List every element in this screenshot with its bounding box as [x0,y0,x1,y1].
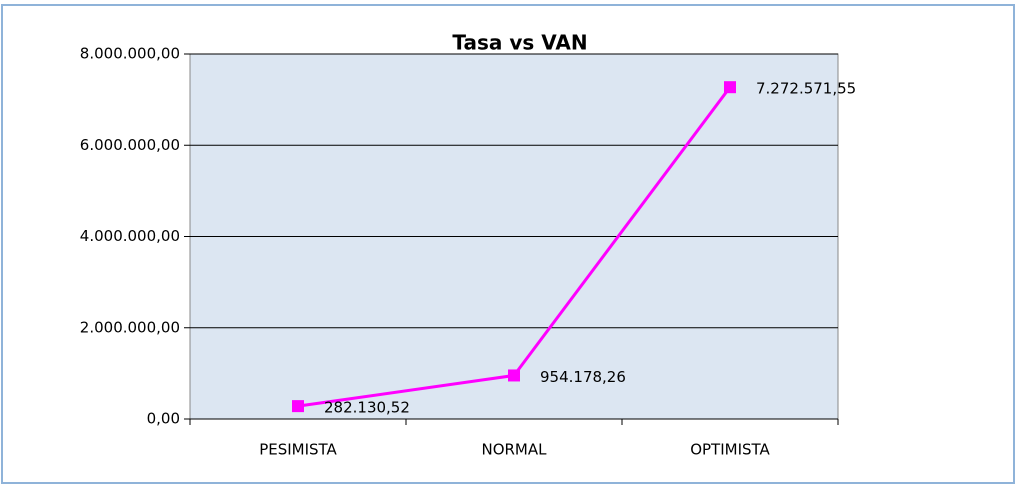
marker [508,369,520,382]
y-tick-label: 6.000.000,00 [80,136,180,154]
y-tick-label: 2.000.000,00 [80,318,180,336]
y-tick-label: 8.000.000,00 [80,45,180,63]
data-label: 282.130,52 [324,399,410,417]
chart-title: Tasa vs VAN [452,31,587,55]
x-tick-label: NORMAL [481,441,547,459]
data-label: 7.272.571,55 [756,80,856,98]
x-tick-label: PESIMISTA [259,441,337,459]
y-tick-label: 0,00 [147,410,180,428]
y-tick-label: 4.000.000,00 [80,227,180,245]
marker [292,400,304,413]
data-label: 954.178,26 [540,368,626,386]
x-tick-label: OPTIMISTA [690,441,770,459]
marker [724,81,736,94]
